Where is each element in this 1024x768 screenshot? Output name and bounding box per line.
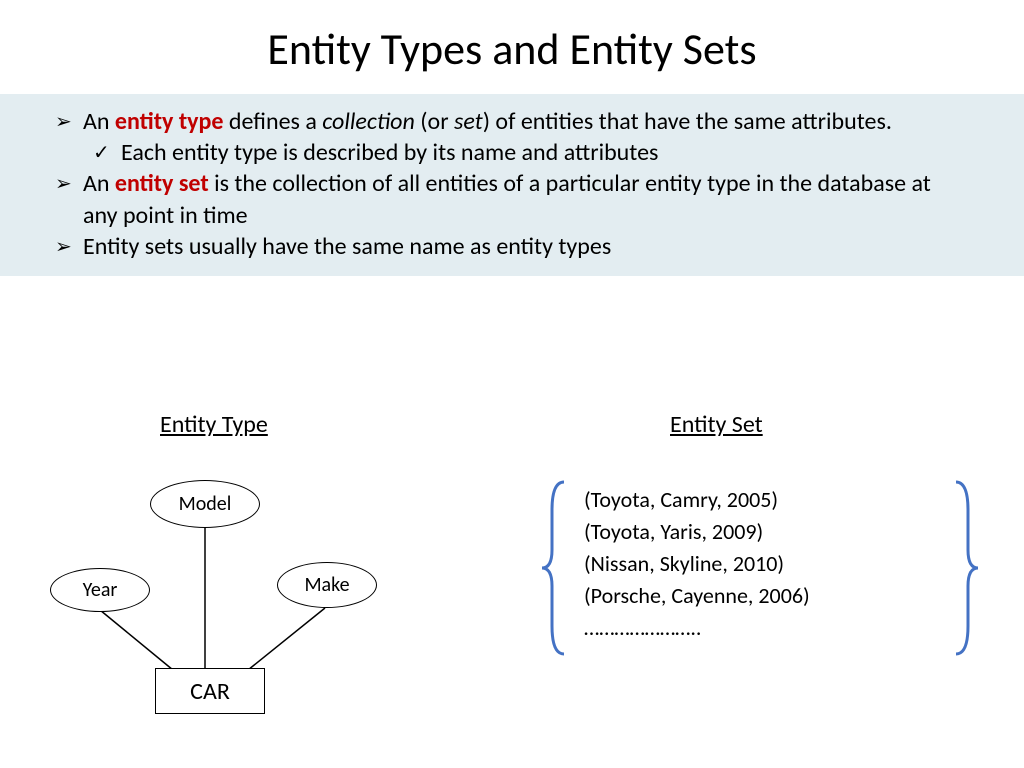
term-entity-set: entity set	[115, 169, 209, 198]
entity-car: CAR	[155, 668, 265, 714]
arrow-icon: ➢	[55, 106, 83, 135]
slide-title: Entity Types and Entity Sets	[0, 0, 1024, 76]
tuple-row: (Nissan, Skyline, 2010)	[584, 548, 940, 580]
tuple-row: (Toyota, Camry, 2005)	[584, 484, 940, 516]
bullet-2-text: An entity set is the collection of all e…	[83, 168, 969, 230]
entity-set-block: (Toyota, Camry, 2005) (Toyota, Yaris, 20…	[540, 478, 980, 678]
bullet-3-text: Entity sets usually have the same name a…	[83, 231, 969, 262]
tuple-row: (Porsche, Cayenne, 2006)	[584, 580, 940, 612]
bullet-1a-text: Each entity type is described by its nam…	[121, 137, 969, 168]
term-entity-type: entity type	[115, 107, 224, 136]
bullet-3: ➢ Entity sets usually have the same name…	[55, 231, 969, 262]
tuple-list: (Toyota, Camry, 2005) (Toyota, Yaris, 20…	[570, 478, 950, 678]
arrow-icon: ➢	[55, 168, 83, 197]
brace-left-icon	[540, 478, 570, 658]
bullet-1: ➢ An entity type defines a collection (o…	[55, 106, 969, 137]
attr-year: Year	[50, 568, 150, 612]
er-diagram: Model Year Make CAR	[40, 460, 440, 750]
bullet-1-text: An entity type defines a collection (or …	[83, 106, 969, 137]
header-entity-set: Entity Set	[670, 410, 763, 439]
bottom-section: Entity Type Entity Set Model Year Make C…	[0, 400, 1024, 760]
line-make-car	[248, 608, 325, 670]
tuple-row: …………………..	[584, 612, 940, 644]
line-year-car	[100, 610, 173, 670]
attr-make: Make	[277, 562, 377, 608]
tuple-row: (Toyota, Yaris, 2009)	[584, 516, 940, 548]
check-icon: ✓	[93, 137, 121, 166]
content-box: ➢ An entity type defines a collection (o…	[0, 94, 1024, 276]
header-entity-type: Entity Type	[160, 410, 268, 439]
brace-right-icon	[950, 478, 980, 658]
attr-model: Model	[150, 480, 260, 528]
bullet-1a: ✓ Each entity type is described by its n…	[55, 137, 969, 168]
arrow-icon: ➢	[55, 231, 83, 260]
bullet-2: ➢ An entity set is the collection of all…	[55, 168, 969, 230]
